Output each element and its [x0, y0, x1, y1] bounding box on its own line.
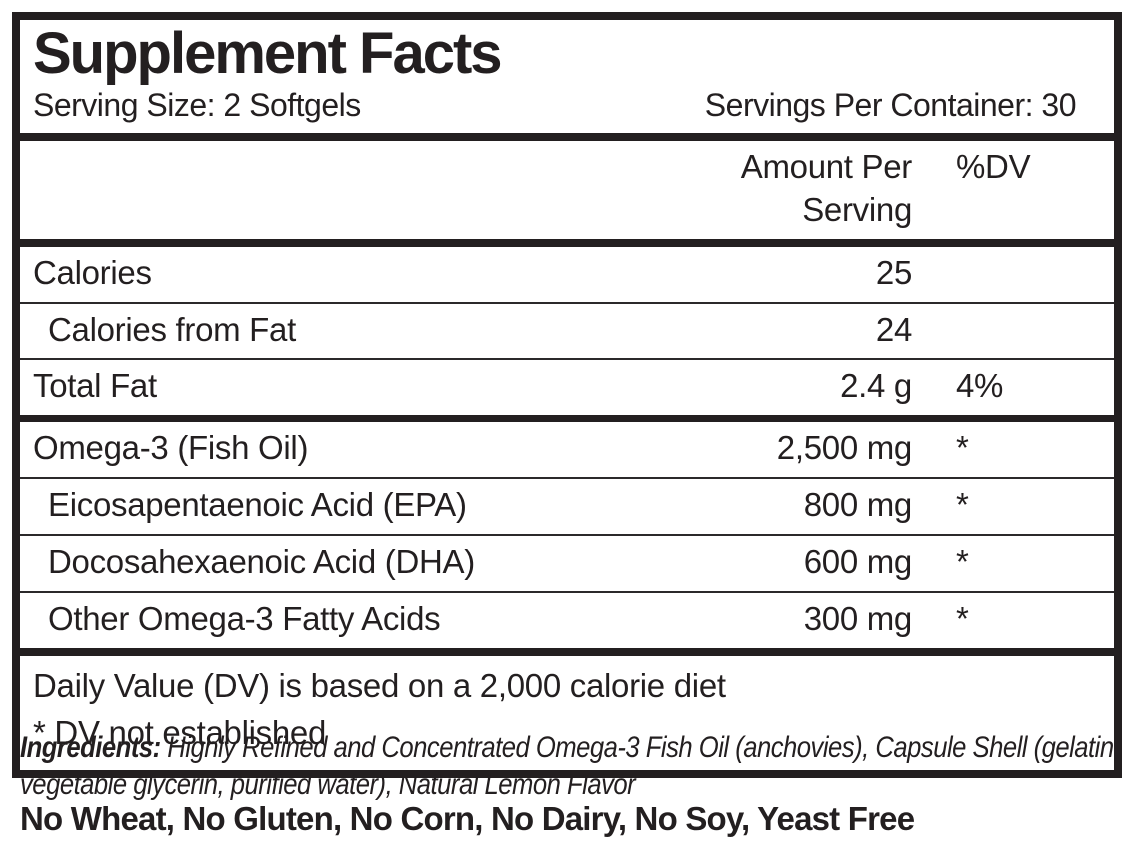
- table-section: Calories 25 Calories from Fat 24 Total F…: [20, 247, 1114, 416]
- nutrient-amount: 2.4 g: [840, 367, 912, 405]
- nutrient-dv: *: [956, 600, 969, 638]
- table-row: Omega-3 (Fish Oil) 2,500 mg *: [20, 422, 1114, 477]
- table-row: Eicosapentaenoic Acid (EPA) 800 mg *: [20, 477, 1114, 534]
- allergen-statement: No Wheat, No Gluten, No Corn, No Dairy, …: [20, 800, 915, 837]
- table-row: Docosahexaenoic Acid (DHA) 600 mg *: [20, 534, 1114, 591]
- nutrient-amount: 300 mg: [803, 600, 913, 638]
- table-row: Calories from Fat 24: [20, 301, 1114, 359]
- nutrient-name: Calories from Fat: [48, 310, 296, 348]
- table-column-header-row: Amount Per Serving %DV: [20, 141, 1114, 247]
- ingredients-statement: Ingredients: Highly Refined and Concentr…: [20, 730, 1132, 803]
- ingredients-text: Highly Refined and Concentrated Omega-3 …: [20, 731, 1121, 801]
- nutrient-amount: 25: [875, 253, 912, 291]
- table-row: Other Omega-3 Fatty Acids 300 mg *: [20, 591, 1114, 648]
- nutrient-name: Other Omega-3 Fatty Acids: [48, 600, 441, 638]
- nutrient-name: Calories: [33, 253, 152, 291]
- serving-info-line: Serving Size: 2 Softgels Servings Per Co…: [33, 86, 1077, 124]
- percent-dv-header: %DV: [956, 147, 1031, 185]
- nutrient-dv: *: [956, 486, 969, 524]
- table-row: Total Fat 2.4 g 4%: [20, 358, 1114, 415]
- nutrient-table: Calories 25 Calories from Fat 24 Total F…: [20, 247, 1114, 648]
- table-row: Calories 25: [20, 247, 1114, 302]
- nutrient-name: Omega-3 (Fish Oil): [33, 429, 309, 467]
- daily-value-note: Daily Value (DV) is based on a 2,000 cal…: [33, 666, 726, 704]
- dv-not-established-note: * DV not established: [33, 713, 327, 751]
- nutrient-name: Docosahexaenoic Acid (DHA): [48, 543, 475, 581]
- ingredients-prefix: Ingredients:: [20, 731, 161, 764]
- nutrient-dv: *: [956, 543, 969, 581]
- servings-per-container: Servings Per Container: 30: [704, 86, 1077, 123]
- table-section: Omega-3 (Fish Oil) 2,500 mg * Eicosapent…: [20, 415, 1114, 648]
- nutrient-amount: 2,500 mg: [776, 429, 913, 467]
- nutrient-amount: 800 mg: [803, 486, 913, 524]
- serving-size: Serving Size: 2 Softgels: [33, 86, 361, 123]
- nutrient-amount: 24: [875, 310, 912, 348]
- nutrient-name: Total Fat: [33, 367, 157, 405]
- panel-title: Supplement Facts: [33, 21, 503, 86]
- supplement-facts-panel: Supplement Facts Serving Size: 2 Softgel…: [12, 12, 1122, 778]
- footnote: Daily Value (DV) is based on a 2,000 cal…: [20, 647, 1114, 770]
- nutrient-amount: 600 mg: [803, 543, 913, 581]
- nutrient-dv: 4%: [956, 367, 1004, 405]
- panel-header: Supplement Facts Serving Size: 2 Softgel…: [20, 20, 1114, 141]
- nutrient-name: Eicosapentaenoic Acid (EPA): [48, 486, 467, 524]
- amount-per-serving-header: Amount Per Serving: [740, 147, 913, 228]
- nutrient-dv: *: [956, 429, 969, 467]
